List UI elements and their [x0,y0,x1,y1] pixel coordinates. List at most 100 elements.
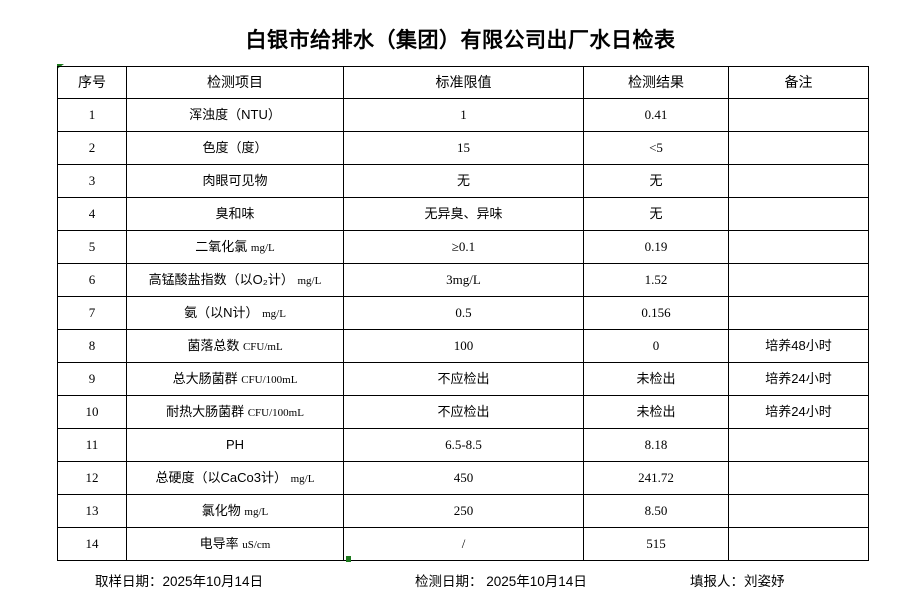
cell-standard-limit: 450 [343,461,584,495]
cell-index: 8 [57,329,127,363]
item-label: 电导率 [199,535,239,551]
cell-index: 7 [57,296,127,330]
cell-standard-limit: 不应检出 [343,362,584,396]
item-label: 菌落总数 [187,337,240,353]
cell-item: 电导率 uS/cm [126,527,344,561]
cell-item: 色度（度） [126,131,344,165]
item-label: 氨（以N计） [184,304,259,320]
cell-note [728,263,869,297]
cell-item: 浑浊度（NTU） [126,98,344,132]
cell-item: 耐热大肠菌群 CFU/100mL [126,395,344,429]
cell-item: 总硬度（以CaCo3计） mg/L [126,461,344,495]
cell-result: 0.156 [583,296,729,330]
cell-note [728,461,869,495]
item-unit: mg/L [290,472,315,485]
cell-index: 6 [57,263,127,297]
sample-date: 取样日期：2025年10月14日 [95,574,264,589]
table-row: 7 氨（以N计） mg/L 0.5 0.156 [57,296,869,330]
cell-index: 2 [57,131,127,165]
item-unit: CFU/100mL [241,373,298,386]
item-label: 二氧化氯 [195,238,248,254]
cell-item: 氨（以N计） mg/L [126,296,344,330]
column-header-item: 检测项目 [126,66,344,99]
cell-item: 高锰酸盐指数（以O₂计） mg/L [126,263,344,297]
item-label: 臭和味 [215,205,255,221]
item-label: PH [225,436,245,452]
cell-note [728,296,869,330]
item-label: 耐热大肠菌群 [166,403,245,419]
item-unit: mg/L [250,241,275,254]
item-label: 高锰酸盐指数（以O₂计） [148,271,294,287]
table-header-row: 序号 检测项目 标准限值 检测结果 备注 [57,66,869,99]
table-row: 9 总大肠菌群 CFU/100mL 不应检出 未检出 培养24小时 [57,362,869,396]
table-body: 1 浑浊度（NTU） 1 0.41 2 色度（度） 15 <5 3 肉眼可见物无无 4 臭和味 无异臭、… [57,98,869,561]
table-row: 6 高锰酸盐指数（以O₂计） mg/L 3mg/L 1.52 [57,263,869,297]
item-unit: mg/L [244,505,269,518]
table-row: 10 耐热大肠菌群 CFU/100mL 不应检出 未检出 培养24小时 [57,395,869,429]
cell-standard-limit: 6.5-8.5 [343,428,584,462]
page-title: 白银市给排水（集团）有限公司出厂水日检表 [245,28,676,52]
cell-standard-limit: 100 [343,329,584,363]
cell-note [728,428,869,462]
cell-item: 臭和味 [126,197,344,231]
cell-item: 总大肠菌群 CFU/100mL [126,362,344,396]
water-quality-table: 序号 检测项目 标准限值 检测结果 备注 1 浑浊度（NTU） 1 0.41 2 色度（度… [57,66,869,561]
cell-note [728,131,869,165]
table-row: 13 氯化物 mg/L 250 8.50 [57,494,869,528]
cell-standard-limit: 15 [343,131,584,165]
table-row: 12 总硬度（以CaCo3计） mg/L 450 241.72 [57,461,869,495]
cell-result: 1.52 [583,263,729,297]
cell-result: 0.41 [583,98,729,132]
footer: 取样日期：2025年10月14日 检测日期： 2025年10月14日 填报人：刘… [57,566,868,594]
item-unit: CFU/100mL [247,406,304,419]
cell-item: 肉眼可见物 [126,164,344,198]
cell-result: 241.72 [583,461,729,495]
cell-note: 培养24小时 [728,362,869,396]
cell-note: 培养24小时 [728,395,869,429]
item-label: 浑浊度（NTU） [189,106,281,122]
cell-index: 4 [57,197,127,231]
cell-index: 11 [57,428,127,462]
table-row: 2 色度（度） 15 <5 [57,131,869,165]
cell-standard-limit: / [343,527,584,561]
table-row: 3 肉眼可见物 无无 [57,164,869,198]
cell-index: 14 [57,527,127,561]
item-label: 色度（度） [202,139,268,155]
table-row: 8 菌落总数 CFU/mL 100 0 培养48小时 [57,329,869,363]
item-unit: uS/cm [242,538,271,551]
table-row: 5 二氧化氯 mg/L ≥0.1 0.19 [57,230,869,264]
cell-item: 氯化物 mg/L [126,494,344,528]
cell-index: 10 [57,395,127,429]
cell-note [728,197,869,231]
cell-note [728,230,869,264]
cell-standard-limit: ≥0.1 [343,230,584,264]
item-unit: CFU/mL [242,340,283,353]
table-row: 1 浑浊度（NTU） 1 0.41 [57,98,869,132]
item-label: 总硬度（以CaCo3计） [155,469,287,485]
cell-standard-limit: 3mg/L [343,263,584,297]
cell-index: 9 [57,362,127,396]
cell-standard-limit: 无 [343,164,584,198]
cell-index: 13 [57,494,127,528]
cell-index: 3 [57,164,127,198]
column-header-no: 序号 [57,66,127,99]
cell-standard-limit: 250 [343,494,584,528]
cell-item: PH [126,428,344,462]
bottom-marker-icon [346,556,351,562]
cell-standard-limit: 0.5 [343,296,584,330]
column-header-std: 标准限值 [343,66,584,99]
cell-result: 未检出 [583,362,729,396]
cell-result: 无 [583,197,729,231]
cell-result: 未检出 [583,395,729,429]
cell-note [728,494,869,528]
cell-standard-limit: 1 [343,98,584,132]
cell-note [728,98,869,132]
cell-note: 培养48小时 [728,329,869,363]
cell-item: 菌落总数 CFU/mL [126,329,344,363]
cell-index: 1 [57,98,127,132]
cell-result: 0 [583,329,729,363]
cell-note [728,527,869,561]
cell-result: 515 [583,527,729,561]
cell-index: 5 [57,230,127,264]
